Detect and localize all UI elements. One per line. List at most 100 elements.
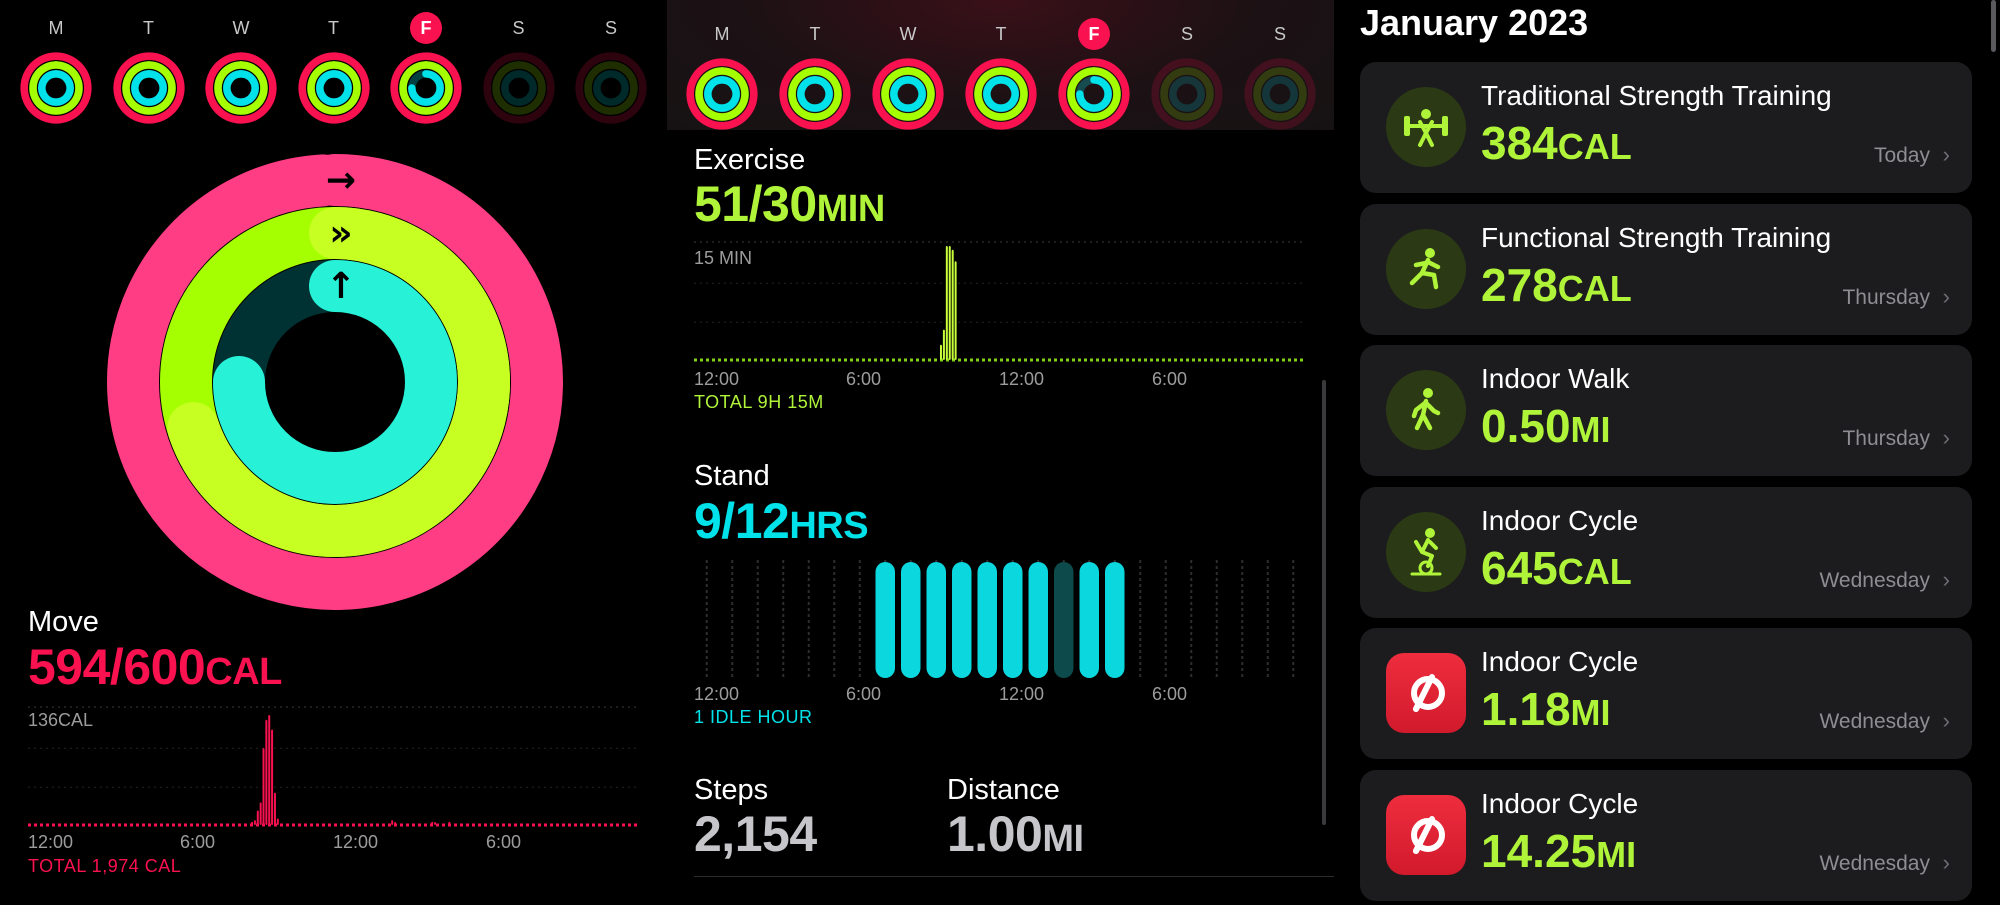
day-5[interactable]: S: [1147, 18, 1227, 130]
stand-value-unit: HRS: [789, 505, 869, 547]
exercise-ring: [695, 67, 749, 121]
day-ring-icon: [872, 58, 944, 130]
chart-bar: [265, 719, 268, 825]
stand-value-number: 9/12: [694, 493, 790, 549]
move-axis-tick: 6:00: [180, 832, 216, 852]
move-ring-progress: [107, 154, 563, 610]
stand-label: Stand: [694, 460, 770, 492]
stand-ring-track: [1169, 76, 1205, 112]
day-0[interactable]: M: [16, 12, 96, 124]
move-hourly-chart: [28, 706, 640, 827]
day-ring-icon: [20, 52, 92, 124]
move-ring: [112, 52, 185, 124]
day-letter: T: [809, 24, 821, 44]
stand-ring: [315, 70, 352, 106]
exercise-ring: [399, 61, 453, 115]
workout-day: Wednesday: [1819, 568, 1930, 592]
stand-ring: [1076, 76, 1112, 112]
workout-name: Indoor Cycle: [1481, 646, 1639, 677]
workout-value: 384CAL: [1481, 116, 1632, 170]
day-6[interactable]: S: [571, 12, 651, 124]
workout-card[interactable]: Functional Strength Training 278CAL Thursd…: [1360, 203, 1972, 335]
day-ring-icon: [575, 52, 647, 124]
day-6[interactable]: S: [1240, 18, 1320, 130]
chart-bar: [942, 329, 945, 360]
scrollbar[interactable]: [1322, 380, 1326, 825]
day-ring-icon: [686, 58, 758, 130]
stand-bar: [1028, 562, 1048, 678]
exercise-ring-track: [584, 61, 638, 115]
day-ring-icon: [205, 52, 277, 124]
stand-axis-tick: 12:00: [694, 684, 740, 704]
workout-value-number: 645: [1481, 541, 1558, 594]
move-ring: [779, 58, 851, 130]
activity-summary-panel: M T W T F S S → » ↑ Move 594/600CAL 136CAL 12:00…: [0, 0, 667, 905]
exercise-ring-track: [1253, 67, 1307, 121]
stand-ring: [223, 70, 259, 106]
day-4[interactable]: F: [386, 12, 466, 124]
idle-hour-bar: [1054, 562, 1074, 678]
day-5[interactable]: S: [479, 12, 559, 124]
steps-value: 2,154: [694, 806, 817, 862]
stand-bar: [1105, 562, 1125, 678]
workout-day: Thursday: [1842, 427, 1930, 450]
move-ring-track: [575, 52, 647, 124]
move-axis-tick: 6:00: [486, 832, 522, 852]
day-3[interactable]: T: [294, 12, 374, 124]
stand-ring: [983, 76, 1019, 112]
exercise-value-unit: MIN: [816, 188, 886, 230]
workout-card[interactable]: Indoor Walk 0.50MI Thursday ›: [1360, 345, 1972, 476]
chart-bar: [262, 748, 265, 825]
exercise-axis-tick: 12:00: [999, 369, 1045, 389]
chevron-right-icon: ›: [1942, 142, 1950, 167]
workout-day: Wednesday: [1819, 851, 1930, 875]
workout-card[interactable]: Indoor Cycle 14.25MI Wednesday ›: [1360, 769, 1972, 901]
move-ring: [205, 52, 277, 124]
day-3[interactable]: T: [961, 18, 1041, 130]
day-ring-icon: [112, 52, 185, 124]
workout-card[interactable]: Indoor Cycle 1.18MI Wednesday ›: [1360, 628, 1972, 759]
scrollbar[interactable]: [1991, 0, 1996, 52]
workout-value-number: 1.18: [1481, 683, 1571, 735]
stand-ring-track: [593, 70, 629, 106]
day-0[interactable]: M: [682, 18, 762, 130]
exercise-axis-tick: 6:00: [846, 369, 882, 389]
exercise-arrow-icon: »: [329, 213, 352, 254]
functional-training-icon: [1386, 228, 1466, 309]
workout-name: Indoor Cycle: [1481, 787, 1639, 819]
day-2[interactable]: W: [201, 12, 281, 124]
exercise-value: 51/30MIN: [694, 175, 885, 233]
stand-arrow-icon: ↑: [326, 266, 356, 307]
day-4[interactable]: F: [1054, 18, 1134, 130]
day-1[interactable]: T: [775, 18, 855, 130]
move-axis-tick: 12:00: [28, 832, 74, 852]
chart-bar: [268, 715, 271, 825]
stand-ring: [704, 76, 740, 112]
exercise-total: TOTAL 9H 15M: [694, 392, 824, 412]
exercise-ring: [1067, 67, 1121, 121]
workout-value-number: 14.25: [1481, 824, 1597, 877]
workout-card[interactable]: Indoor Cycle 645CAL Wednesday ›: [1360, 486, 1972, 618]
stand-ring-track: [500, 70, 537, 106]
day-1[interactable]: T: [109, 12, 189, 124]
exercise-axis-tick: 12:00: [694, 369, 740, 389]
exercise-ring: [974, 67, 1028, 121]
stand-axis-tick: 6:00: [1152, 684, 1188, 704]
stand-bar: [901, 562, 921, 678]
workout-value-number: 278: [1481, 258, 1558, 311]
workout-card[interactable]: Traditional Strength Training 384CAL Today…: [1360, 62, 1972, 193]
move-ring: [872, 58, 944, 130]
move-ring: [965, 58, 1037, 130]
workout-value: 645CAL: [1481, 541, 1632, 595]
chart-bar: [259, 802, 262, 825]
month-title: January 2023: [1360, 2, 1589, 43]
chart-bar: [391, 820, 394, 825]
day-2[interactable]: W: [868, 18, 948, 130]
activity-rings: → » ↑: [107, 154, 563, 610]
day-ring-icon: [1151, 58, 1223, 130]
stand-axis-tick: 6:00: [846, 684, 882, 704]
chart-bar: [951, 249, 954, 360]
exercise-ring-progress: [167, 207, 510, 557]
move-chart-max-label: 136CAL: [28, 710, 94, 730]
stand-ring-track: [1262, 76, 1298, 112]
